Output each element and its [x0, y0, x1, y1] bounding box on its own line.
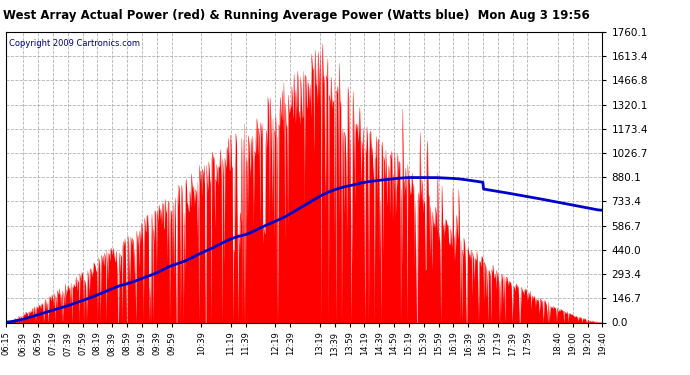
- Text: West Array Actual Power (red) & Running Average Power (Watts blue)  Mon Aug 3 19: West Array Actual Power (red) & Running …: [3, 9, 590, 22]
- Text: Copyright 2009 Cartronics.com: Copyright 2009 Cartronics.com: [8, 39, 139, 48]
